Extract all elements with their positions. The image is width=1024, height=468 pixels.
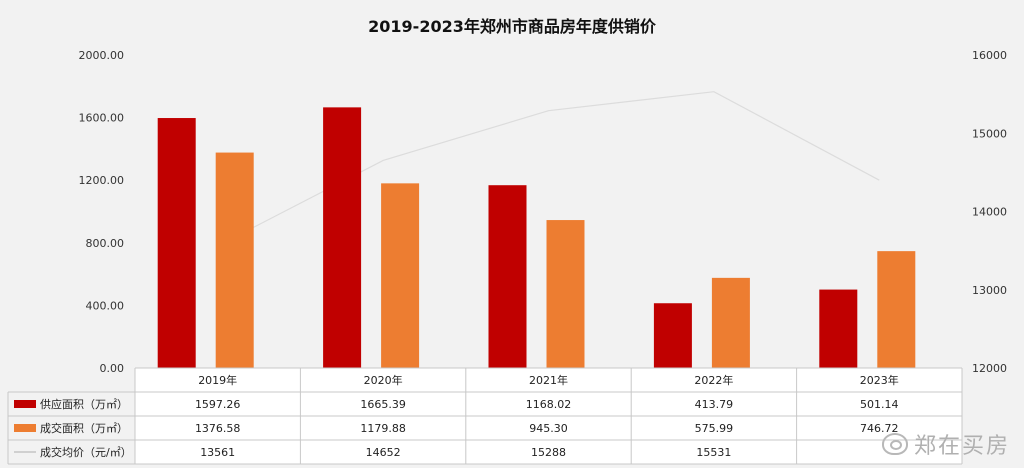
- x-tick-label: 2022年: [694, 373, 733, 387]
- table-cell: 1597.26: [195, 398, 241, 411]
- left-tick-label: 800.00: [86, 237, 125, 250]
- watermark-text: 郑在买房: [913, 434, 1010, 459]
- table-cell: 746.72: [860, 422, 899, 435]
- left-tick-label: 400.00: [86, 299, 125, 312]
- sales-bar: [546, 220, 585, 368]
- legend-swatch: [14, 424, 36, 432]
- sales-bar: [711, 277, 750, 368]
- right-tick-label: 12000: [972, 362, 1007, 375]
- table-cell: 575.99: [695, 422, 734, 435]
- sales-bar: [381, 183, 420, 368]
- legend-label: 供应面积（万㎡）: [40, 397, 128, 411]
- x-tick-label: 2020年: [364, 373, 403, 387]
- x-tick-label: 2019年: [198, 373, 237, 387]
- table-cell: 1376.58: [195, 422, 241, 435]
- supply-bar: [819, 289, 858, 368]
- supply-bar: [488, 185, 527, 368]
- legend-swatch: [14, 400, 36, 408]
- supply-bar: [653, 303, 692, 368]
- sales-bar: [877, 251, 916, 368]
- left-tick-label: 1200.00: [79, 174, 125, 187]
- table-cell: 15531: [696, 446, 731, 459]
- left-tick-label: 2000.00: [79, 49, 125, 62]
- bars-layer: [157, 107, 916, 369]
- table-cell: 501.14: [860, 398, 899, 411]
- right-tick-label: 14000: [972, 206, 1007, 219]
- left-tick-label: 1600.00: [79, 112, 125, 125]
- table-cell: 1179.88: [360, 422, 406, 435]
- right-tick-label: 13000: [972, 284, 1007, 297]
- table-cell: 1665.39: [360, 398, 406, 411]
- table-cell: 413.79: [695, 398, 734, 411]
- table-cell: 1168.02: [526, 398, 572, 411]
- supply-bar: [323, 107, 362, 369]
- right-axis: 12000 13000 14000 15000 16000: [972, 49, 1007, 375]
- x-tick-label: 2023年: [860, 373, 899, 387]
- right-tick-label: 15000: [972, 127, 1007, 140]
- supply-bar: [157, 118, 196, 368]
- chart-title: 2019-2023年郑州市商品房年度供销价: [368, 17, 657, 36]
- watermark: 郑在买房: [881, 428, 1010, 460]
- x-tick-label: 2021年: [529, 373, 568, 387]
- table-cell: 945.30: [529, 422, 568, 435]
- left-tick-label: 0.00: [100, 362, 125, 375]
- weibo-icon: [881, 433, 908, 455]
- table-cell: 14652: [366, 446, 401, 459]
- right-tick-label: 16000: [972, 49, 1007, 62]
- legend-label: 成交面积（万㎡）: [40, 421, 128, 435]
- table-cell: 13561: [200, 446, 235, 459]
- table-cell: 15288: [531, 446, 566, 459]
- sales-bar: [215, 152, 254, 368]
- legend-label: 成交均价（元/㎡）: [40, 445, 132, 459]
- left-axis: 0.00 400.00 800.00 1200.00 1600.00 2000.00: [79, 49, 125, 375]
